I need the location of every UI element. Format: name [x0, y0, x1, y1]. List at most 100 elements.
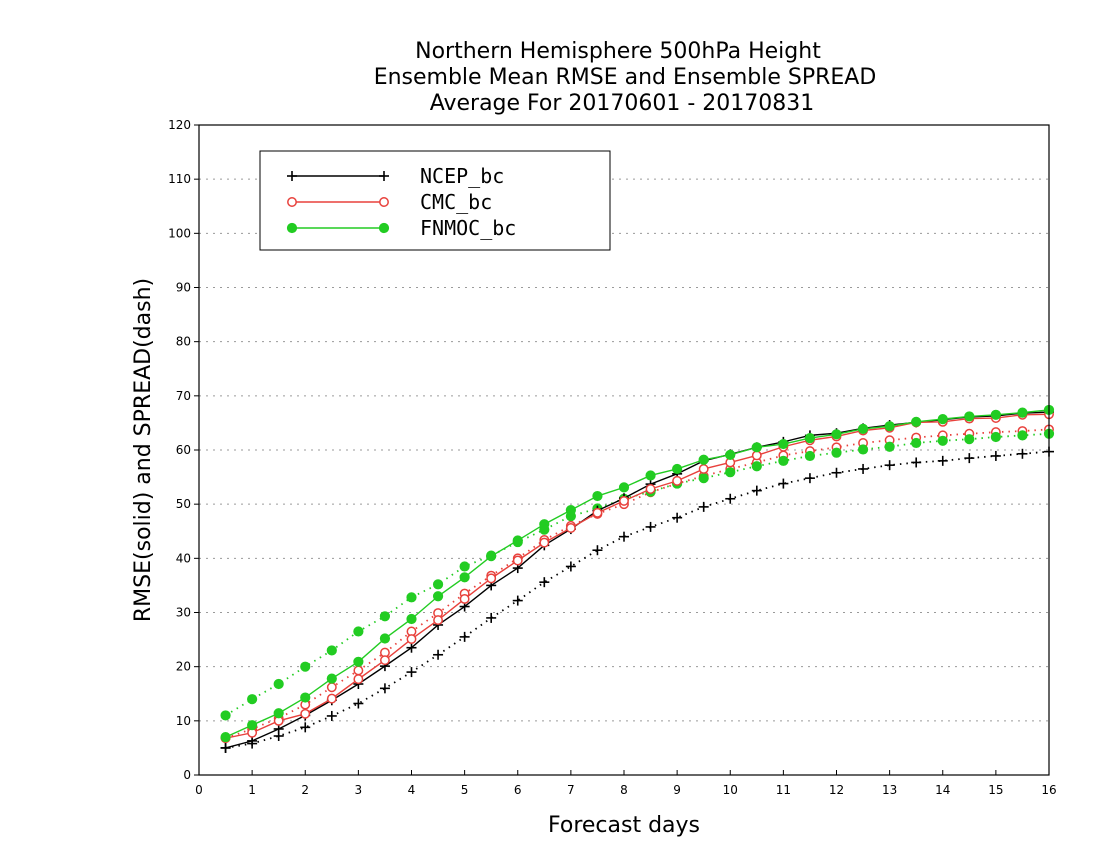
- spread-point: [300, 661, 311, 672]
- spread-point: [326, 682, 337, 693]
- spread-point: [379, 683, 390, 694]
- rmse-point: [751, 442, 762, 453]
- spread-point: [406, 592, 417, 603]
- spread-point: [1017, 448, 1028, 459]
- rmse-point: [672, 463, 683, 475]
- spread-point: [353, 665, 364, 676]
- rmse-point: [459, 572, 470, 583]
- rmse-point: [459, 594, 470, 604]
- rmse-point: [831, 429, 842, 440]
- spread-point: [565, 561, 576, 572]
- spread-point: [831, 447, 842, 458]
- rmse-point: [964, 411, 975, 422]
- y-axis-label: RMSE(solid) and SPREAD(dash): [131, 278, 156, 622]
- y-tick-label: 30: [176, 606, 191, 620]
- rmse-point: [432, 591, 444, 602]
- rmse-point: [698, 454, 709, 465]
- x-axis: 0 1 2 3 4 5 6 7 8 9 10 11 12 13 14 15 16: [195, 770, 1057, 797]
- rmse-point: [273, 708, 284, 719]
- rmse-point: [751, 450, 762, 461]
- rmse-point: [1017, 407, 1028, 418]
- x-axis-label: Forecast days: [548, 813, 700, 838]
- legend-label: NCEP_bc: [420, 164, 504, 188]
- spread-point: [220, 710, 231, 721]
- rmse-line: [225, 409, 1050, 738]
- x-tick-label: 14: [935, 783, 950, 797]
- spread-point: [698, 501, 709, 512]
- spread-point: [698, 473, 709, 484]
- rmse-point: [539, 519, 550, 530]
- x-tick-label: 6: [514, 783, 522, 797]
- spread-point: [300, 722, 311, 733]
- spread-point: [459, 631, 470, 642]
- spread-point: [751, 485, 762, 496]
- series-NCEP_bc-spread: [220, 446, 1054, 753]
- rmse-point: [539, 537, 550, 548]
- rmse-point: [698, 464, 709, 474]
- x-tick-label: 8: [620, 783, 628, 797]
- spread-point: [379, 611, 391, 622]
- rmse-point: [778, 438, 789, 450]
- legend-entry: NCEP_bc: [287, 164, 504, 188]
- y-tick-label: 0: [183, 768, 191, 782]
- rmse-point: [326, 673, 337, 684]
- rmse-point: [565, 523, 576, 533]
- spread-point: [326, 645, 337, 656]
- x-tick-label: 12: [829, 783, 844, 797]
- spread-point: [353, 698, 364, 709]
- rmse-point: [247, 720, 258, 731]
- spread-point: [804, 450, 816, 462]
- rmse-point: [220, 742, 231, 753]
- spread-point: [247, 694, 258, 705]
- y-tick-label: 10: [176, 714, 191, 728]
- legend-label: CMC_bc: [420, 190, 492, 214]
- x-tick-label: 16: [1041, 783, 1056, 797]
- legend-marker-end: [378, 222, 390, 234]
- rmse-point: [857, 423, 869, 434]
- spread-point: [964, 434, 975, 445]
- series-FNMOC_bc-rmse: [220, 404, 1055, 743]
- legend-marker-end: [379, 171, 389, 181]
- rmse-point: [619, 495, 629, 506]
- rmse-point: [406, 634, 417, 644]
- spread-point: [884, 441, 895, 452]
- spread-point: [273, 678, 284, 690]
- y-tick-label: 80: [176, 335, 191, 349]
- rmse-point: [672, 475, 683, 486]
- series-FNMOC_bc-spread: [220, 428, 1055, 721]
- spread-point: [804, 473, 815, 484]
- rmse-point: [406, 642, 417, 653]
- y-axis: 0 10 20 30 40 50 60 70 80 90 100 110 120: [168, 118, 199, 782]
- spread-point: [831, 467, 842, 478]
- spread-point: [512, 595, 523, 606]
- spread-point: [857, 444, 869, 455]
- spread-point: [725, 493, 736, 504]
- legend-marker-start: [287, 171, 297, 181]
- y-tick-label: 50: [176, 497, 191, 511]
- rmse-point: [512, 555, 523, 566]
- y-tick-label: 20: [176, 660, 191, 674]
- y-tick-label: 40: [176, 551, 191, 565]
- spread-point: [432, 579, 444, 590]
- rmse-point: [645, 484, 656, 494]
- rmse-point: [645, 470, 656, 481]
- rmse-point: [911, 416, 922, 427]
- title-line-3: Average For 20170601 - 20170831: [430, 91, 815, 116]
- spread-point: [751, 461, 762, 472]
- x-tick-label: 9: [673, 783, 681, 797]
- spread-point: [911, 457, 922, 468]
- spread-point: [672, 512, 683, 523]
- series-CMC_bc-spread: [220, 424, 1054, 744]
- rmse-point: [379, 633, 391, 644]
- rmse-point: [565, 505, 576, 516]
- legend-entry: FNMOC_bc: [286, 216, 516, 240]
- series-CMC_bc-rmse: [220, 409, 1054, 744]
- spread-point: [937, 435, 948, 446]
- rmse-point: [990, 409, 1001, 420]
- rmse-point: [300, 708, 311, 719]
- rmse-point: [592, 507, 603, 518]
- rmse-point: [804, 432, 816, 444]
- legend-marker-start: [287, 197, 297, 207]
- y-tick-label: 100: [168, 226, 191, 240]
- series-layer: [220, 404, 1055, 753]
